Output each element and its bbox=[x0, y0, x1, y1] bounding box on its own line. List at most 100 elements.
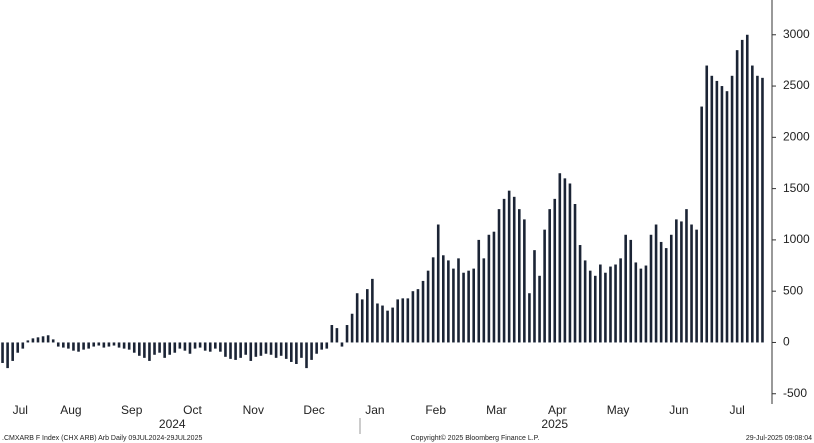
bar bbox=[193, 342, 197, 349]
bar bbox=[1, 342, 4, 363]
bar bbox=[214, 342, 217, 349]
bar bbox=[279, 342, 283, 356]
bar bbox=[720, 86, 724, 343]
bar bbox=[371, 278, 374, 343]
bar bbox=[614, 264, 617, 343]
bar bbox=[122, 342, 126, 349]
bar bbox=[112, 342, 116, 346]
y-tick-label: 1000 bbox=[783, 232, 810, 246]
bar bbox=[386, 310, 389, 343]
bar bbox=[411, 291, 415, 343]
bar bbox=[538, 275, 541, 343]
x-tick-label: Jul bbox=[729, 403, 744, 417]
bar bbox=[543, 229, 546, 343]
bar bbox=[158, 342, 161, 353]
bar bbox=[178, 342, 182, 349]
bar bbox=[715, 80, 719, 343]
bar bbox=[533, 250, 536, 343]
bar bbox=[588, 270, 592, 343]
bar bbox=[274, 342, 278, 358]
bar bbox=[624, 234, 627, 343]
bar bbox=[649, 234, 653, 343]
x-tick-label: Dec bbox=[303, 403, 324, 417]
bar bbox=[756, 75, 759, 343]
bar bbox=[381, 305, 384, 343]
bar bbox=[229, 342, 232, 359]
x-tick-label: Jul bbox=[13, 403, 28, 417]
bar bbox=[46, 335, 50, 343]
x-tick-label: Aug bbox=[60, 403, 81, 417]
bar bbox=[609, 266, 612, 343]
bar bbox=[92, 342, 96, 347]
year-label: 2024 bbox=[159, 417, 186, 431]
bar bbox=[512, 196, 516, 343]
y-tick-label: 2000 bbox=[783, 130, 810, 144]
bar bbox=[507, 190, 511, 343]
bar bbox=[153, 342, 156, 355]
bar bbox=[300, 342, 303, 358]
bar bbox=[138, 342, 141, 356]
bar bbox=[477, 239, 481, 343]
y-tick-label: 3000 bbox=[783, 27, 810, 41]
bar bbox=[163, 342, 166, 358]
bar bbox=[87, 342, 90, 349]
bar bbox=[335, 328, 339, 343]
bar bbox=[431, 257, 435, 343]
x-tick-label: Nov bbox=[243, 403, 264, 417]
bar bbox=[107, 342, 111, 347]
bar bbox=[563, 178, 567, 343]
bar bbox=[320, 342, 324, 350]
bar bbox=[330, 325, 334, 343]
bar bbox=[396, 299, 399, 343]
bar bbox=[249, 342, 253, 361]
bar bbox=[132, 342, 136, 353]
y-tick-label: -500 bbox=[783, 386, 807, 400]
bar bbox=[436, 224, 440, 343]
bar bbox=[619, 258, 622, 343]
bar bbox=[244, 342, 248, 355]
footer-right: 29-Jul-2025 09:08:04 bbox=[746, 435, 812, 442]
bar bbox=[148, 342, 151, 361]
bar bbox=[77, 342, 80, 352]
bar bbox=[578, 245, 582, 343]
bar bbox=[482, 258, 486, 343]
bar bbox=[604, 272, 607, 343]
bar bbox=[517, 209, 521, 343]
bar bbox=[568, 183, 572, 343]
bar bbox=[761, 77, 764, 343]
bar bbox=[634, 262, 638, 343]
bar bbox=[740, 39, 744, 343]
footer-center: Copyright© 2025 Bloomberg Finance L.P. bbox=[411, 434, 540, 442]
bar bbox=[31, 338, 35, 343]
bar bbox=[173, 342, 177, 353]
bar bbox=[345, 325, 349, 343]
bar bbox=[41, 336, 45, 343]
bar bbox=[705, 65, 709, 343]
bar bbox=[340, 342, 344, 347]
bar bbox=[553, 198, 557, 343]
bar bbox=[82, 342, 85, 350]
bar bbox=[629, 239, 633, 343]
bar bbox=[695, 229, 698, 343]
bar bbox=[725, 91, 729, 343]
bar bbox=[117, 342, 121, 348]
bar bbox=[558, 173, 562, 343]
bar bbox=[654, 224, 658, 343]
bar bbox=[234, 342, 237, 360]
bar bbox=[690, 224, 693, 343]
x-tick-label: Jun bbox=[669, 403, 688, 417]
bar bbox=[497, 209, 501, 343]
bar bbox=[416, 289, 420, 343]
bar bbox=[310, 342, 313, 360]
bar bbox=[523, 219, 526, 343]
bar bbox=[685, 209, 688, 343]
bar bbox=[593, 275, 597, 343]
bar bbox=[492, 231, 496, 343]
bar bbox=[305, 342, 308, 369]
bar bbox=[290, 342, 293, 362]
bar bbox=[355, 293, 359, 343]
bar bbox=[350, 313, 354, 343]
x-tick-label: Mar bbox=[486, 403, 507, 417]
x-tick-label: Oct bbox=[183, 403, 202, 417]
y-tick-label: 1500 bbox=[783, 181, 810, 195]
